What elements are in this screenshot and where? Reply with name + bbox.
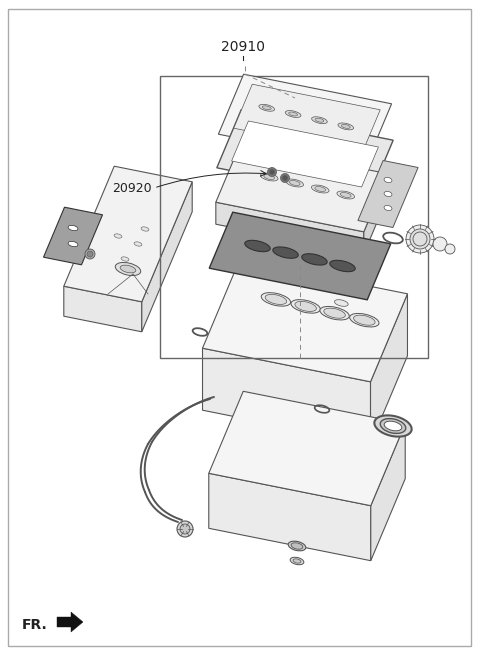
- Circle shape: [410, 229, 430, 249]
- Circle shape: [406, 225, 434, 253]
- Ellipse shape: [295, 301, 316, 311]
- Ellipse shape: [261, 292, 290, 306]
- Polygon shape: [371, 424, 405, 560]
- Ellipse shape: [289, 181, 300, 186]
- Ellipse shape: [384, 421, 402, 431]
- Ellipse shape: [263, 106, 271, 110]
- Ellipse shape: [290, 557, 304, 565]
- Circle shape: [269, 169, 275, 175]
- Ellipse shape: [115, 262, 141, 275]
- Ellipse shape: [259, 105, 275, 111]
- Polygon shape: [371, 294, 408, 444]
- Ellipse shape: [374, 415, 412, 437]
- Circle shape: [267, 167, 276, 177]
- Text: 20920: 20920: [112, 182, 152, 194]
- Polygon shape: [216, 144, 388, 232]
- Ellipse shape: [315, 118, 324, 122]
- Ellipse shape: [340, 192, 351, 198]
- Ellipse shape: [349, 313, 379, 327]
- Ellipse shape: [324, 308, 345, 318]
- Polygon shape: [364, 174, 388, 254]
- Circle shape: [433, 237, 447, 251]
- Text: 20910: 20910: [221, 40, 265, 54]
- Circle shape: [85, 249, 95, 259]
- Polygon shape: [234, 84, 380, 154]
- Ellipse shape: [68, 241, 78, 247]
- Circle shape: [177, 521, 193, 537]
- Circle shape: [445, 244, 455, 254]
- Ellipse shape: [288, 112, 298, 116]
- Polygon shape: [231, 121, 378, 187]
- Ellipse shape: [337, 191, 355, 199]
- Polygon shape: [209, 212, 391, 300]
- Polygon shape: [358, 160, 418, 228]
- Ellipse shape: [312, 185, 329, 193]
- Ellipse shape: [302, 254, 327, 265]
- Bar: [160, 76, 428, 358]
- Polygon shape: [209, 391, 405, 506]
- Polygon shape: [64, 286, 142, 332]
- Polygon shape: [216, 202, 364, 254]
- Ellipse shape: [384, 205, 392, 211]
- Ellipse shape: [384, 192, 392, 197]
- Polygon shape: [203, 260, 408, 382]
- Ellipse shape: [338, 123, 354, 130]
- Ellipse shape: [273, 247, 298, 258]
- Ellipse shape: [68, 226, 78, 231]
- Ellipse shape: [320, 307, 349, 320]
- Ellipse shape: [286, 179, 303, 187]
- Circle shape: [180, 524, 190, 534]
- Ellipse shape: [312, 117, 327, 124]
- Ellipse shape: [384, 177, 392, 182]
- Ellipse shape: [264, 175, 275, 179]
- Ellipse shape: [120, 265, 136, 273]
- Ellipse shape: [380, 419, 406, 434]
- Ellipse shape: [341, 124, 350, 128]
- Polygon shape: [218, 74, 392, 164]
- Polygon shape: [44, 207, 103, 265]
- Polygon shape: [57, 612, 83, 632]
- Ellipse shape: [121, 257, 129, 261]
- Polygon shape: [64, 166, 192, 301]
- Ellipse shape: [285, 111, 301, 118]
- Ellipse shape: [293, 559, 301, 563]
- Polygon shape: [203, 348, 371, 444]
- Ellipse shape: [291, 543, 303, 549]
- Ellipse shape: [141, 227, 149, 231]
- Circle shape: [87, 251, 93, 257]
- Ellipse shape: [315, 186, 325, 192]
- Polygon shape: [217, 110, 393, 198]
- Polygon shape: [142, 182, 192, 332]
- Circle shape: [283, 175, 288, 181]
- Ellipse shape: [114, 234, 122, 238]
- Polygon shape: [209, 473, 371, 560]
- Circle shape: [280, 173, 289, 182]
- Ellipse shape: [261, 173, 278, 181]
- Ellipse shape: [134, 242, 142, 246]
- Ellipse shape: [330, 260, 355, 271]
- Ellipse shape: [288, 541, 306, 551]
- Text: FR.: FR.: [22, 618, 48, 632]
- Circle shape: [413, 232, 427, 246]
- Ellipse shape: [291, 300, 320, 313]
- Ellipse shape: [354, 315, 375, 325]
- Ellipse shape: [245, 240, 270, 252]
- Ellipse shape: [335, 300, 348, 306]
- Ellipse shape: [265, 294, 287, 304]
